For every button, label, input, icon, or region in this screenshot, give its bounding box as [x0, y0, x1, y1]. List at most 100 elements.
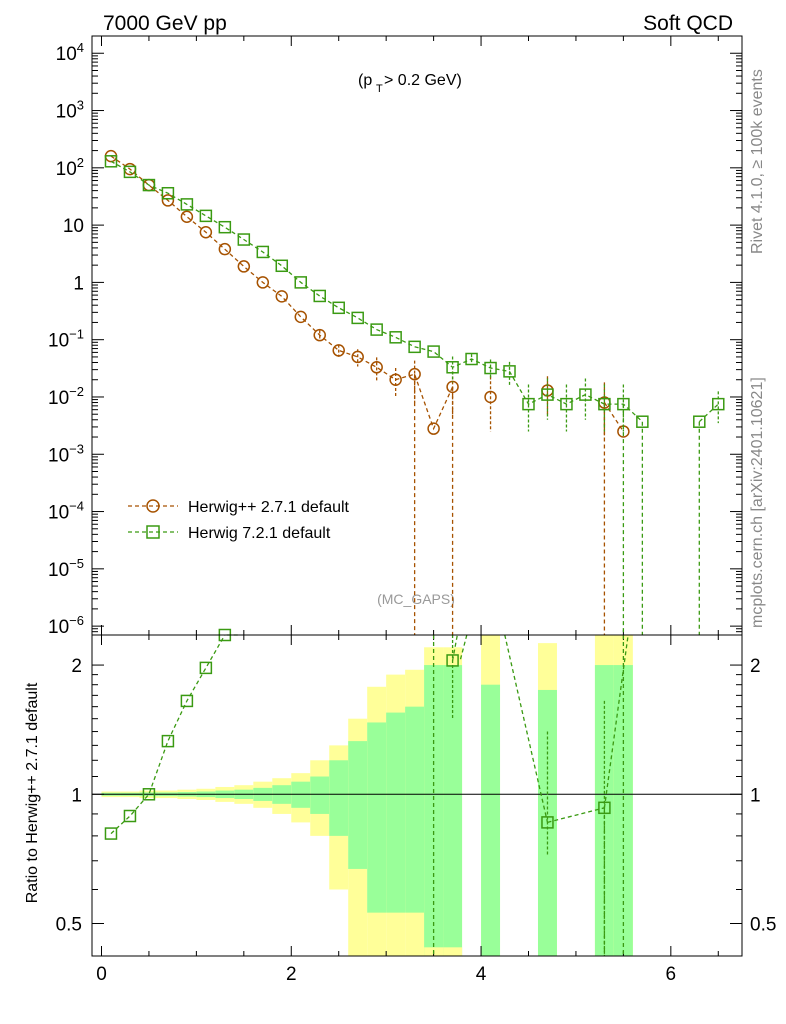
data-point-herwig7	[313, 289, 326, 303]
data-point-herwigpp	[351, 350, 364, 364]
x-tick-label: 0	[96, 964, 107, 985]
data-point-herwig7	[541, 388, 554, 401]
ratio-y-tick-label: 2	[71, 656, 82, 677]
data-point-herwig7	[693, 415, 706, 428]
y-tick-label: 1	[73, 273, 84, 294]
data-point-herwig7	[218, 220, 232, 234]
ratio-ylabel: Ratio to Herwig++ 2.7.1 default	[24, 682, 41, 903]
cut-label-rest: > 0.2 GeV)	[384, 72, 462, 89]
ratio-band-inner	[367, 722, 387, 913]
y-tick-label: 102	[56, 155, 84, 180]
y-tick-label: 10−1	[48, 327, 84, 352]
data-point-herwig7	[503, 365, 516, 378]
rivet-version-label: Rivet 4.1.0, ≥ 100k events	[749, 69, 766, 254]
ratio-point-herwig7	[142, 788, 156, 801]
analysis-label: (MC_GAPS)	[377, 591, 455, 607]
cut-label-p: (p	[358, 72, 372, 89]
data-point-herwig7	[161, 186, 175, 200]
data-point-herwigpp	[446, 380, 459, 394]
data-point-herwig7	[579, 388, 592, 401]
ratio-frame	[91, 634, 743, 957]
data-point-herwigpp	[484, 390, 497, 404]
y-tick-label: 10	[63, 216, 84, 237]
ratio-point-herwig7	[123, 809, 137, 823]
data-point-herwig7	[446, 361, 459, 374]
data-point-herwig7	[256, 245, 270, 259]
ratio-y-tick-label-right: 1	[750, 785, 761, 806]
data-point-herwig7	[370, 323, 383, 336]
header-category-label: Soft QCD	[643, 12, 733, 35]
data-point-herwigpp	[313, 328, 326, 342]
data-point-herwig7	[617, 397, 630, 411]
y-tick-label: 10−3	[48, 441, 84, 466]
data-point-herwig7	[180, 198, 194, 211]
data-point-herwigpp	[389, 373, 402, 386]
main-frame	[91, 35, 743, 636]
cut-label-subscript: T	[376, 83, 383, 95]
data-point-herwig7	[560, 397, 573, 411]
data-point-herwig7	[275, 259, 289, 273]
series-line-herwig7	[110, 160, 719, 423]
ratio-band-inner	[329, 760, 349, 836]
data-point-herwig7	[123, 165, 137, 179]
x-tick-label: 2	[286, 964, 297, 985]
y-tick-label: 10−6	[48, 613, 84, 638]
data-point-herwig7	[636, 415, 649, 428]
ratio-point-herwig7	[104, 827, 118, 840]
data-point-herwigpp	[237, 260, 251, 273]
ratio-point-herwig7	[598, 801, 611, 815]
data-point-herwig7	[389, 331, 402, 344]
data-point-herwig7	[104, 155, 118, 168]
data-point-herwigpp	[180, 210, 194, 223]
ratio-point-herwig7	[446, 654, 459, 667]
data-point-herwig7	[484, 361, 497, 375]
data-point-herwigpp	[275, 290, 289, 303]
legend-marker-herwig7	[146, 525, 160, 539]
data-point-herwig7	[465, 352, 478, 366]
ratio-band-inner	[348, 741, 368, 869]
ratio-band-inner	[443, 665, 463, 956]
data-point-herwigpp	[256, 276, 270, 289]
cut-label: (p T > 0.2 GeV)	[358, 72, 462, 95]
ratio-point-herwig7	[180, 694, 194, 708]
legend-label-herwig7: Herwig 7.2.1 default	[188, 525, 331, 542]
data-point-herwig7	[237, 233, 251, 246]
ratio-line-herwig7	[603, 634, 629, 808]
data-point-herwig7	[332, 301, 345, 315]
ratio-band-inner	[386, 712, 406, 913]
data-point-herwig7	[142, 178, 156, 192]
legend-entry-herwig7: Herwig 7.2.1 default	[128, 525, 331, 542]
ratio-y-tick-label: 1	[71, 785, 82, 806]
data-point-herwig7	[712, 397, 725, 411]
y-tick-label: 10−4	[48, 499, 84, 524]
data-point-herwig7	[294, 276, 308, 289]
data-point-herwigpp	[199, 226, 213, 239]
y-tick-label: 10−2	[48, 384, 84, 409]
x-tick-label: 6	[666, 964, 677, 985]
ratio-y-tick-label-right: 2	[750, 656, 761, 677]
data-point-herwigpp	[218, 242, 232, 256]
legend-entry-herwigpp: Herwig++ 2.7.1 default	[128, 499, 350, 516]
y-tick-label: 104	[56, 40, 84, 65]
data-point-herwigpp	[161, 194, 175, 207]
data-point-herwigpp	[294, 310, 308, 324]
data-point-herwigpp	[427, 422, 440, 435]
ratio-y-tick-label: 0.5	[56, 914, 82, 935]
ratio-y-tick-label-right: 0.5	[750, 914, 776, 935]
legend-label-herwigpp: Herwig++ 2.7.1 default	[188, 499, 350, 516]
data-point-herwig7	[427, 345, 440, 358]
ratio-point-herwig7	[199, 661, 213, 675]
data-point-herwig7	[351, 311, 364, 325]
data-point-herwigpp	[408, 367, 421, 381]
data-point-herwig7	[199, 209, 213, 223]
ratio-band-inner	[405, 706, 425, 913]
data-point-herwigpp	[370, 361, 383, 374]
x-tick-label: 4	[476, 964, 487, 985]
mcplots-label: mcplots.cern.ch [arXiv:2401.10621]	[749, 377, 766, 628]
ratio-line-herwig7	[459, 634, 468, 661]
ratio-point-herwig7	[541, 816, 554, 829]
legend: Herwig++ 2.7.1 default Herwig 7.2.1 defa…	[128, 499, 350, 542]
ratio-band-inner	[481, 684, 501, 956]
